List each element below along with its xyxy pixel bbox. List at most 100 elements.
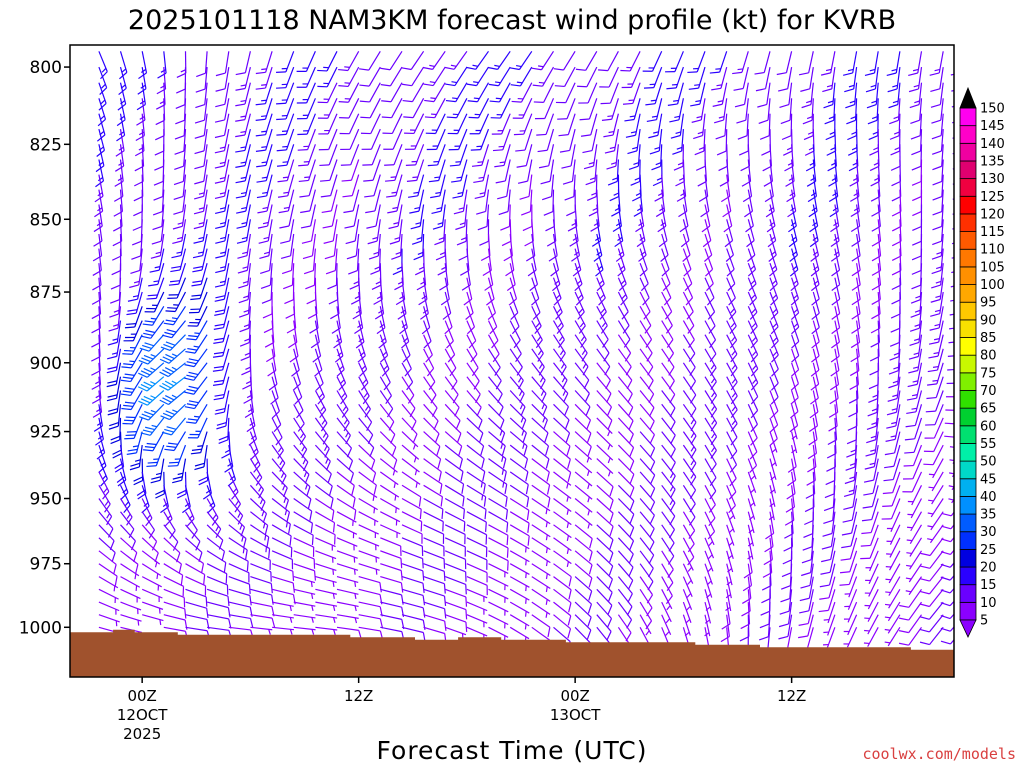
wind-barb: [579, 98, 598, 121]
wind-barb: [509, 403, 527, 430]
wind-barb: [379, 431, 397, 457]
wind-barb: [312, 334, 322, 363]
wind-barb: [98, 588, 119, 604]
wind-barb: [420, 291, 429, 320]
wind-barb: [243, 376, 253, 404]
wind-barb: [193, 189, 208, 215]
wind-barb: [574, 563, 593, 588]
wind-barb: [96, 113, 106, 142]
wind-barb: [142, 601, 164, 614]
wind-barb: [531, 588, 551, 605]
wind-barb: [682, 576, 693, 598]
wind-barb: [843, 601, 858, 623]
wind-barb: [148, 263, 165, 287]
wind-barb: [809, 404, 819, 433]
wind-barb: [235, 113, 251, 138]
wind-barb: [360, 113, 381, 135]
wind-barb: [865, 563, 879, 584]
wind-barb: [886, 390, 901, 416]
wind-barb: [910, 113, 923, 140]
wind-barb: [747, 524, 755, 547]
wind-barb: [791, 417, 798, 440]
wind-barb: [93, 219, 103, 247]
wind-barb: [912, 189, 923, 217]
wind-barb: [509, 50, 533, 71]
wind-barb: [585, 159, 598, 186]
wind-barb: [486, 277, 495, 306]
wind-barb: [864, 589, 879, 610]
wind-barb: [500, 204, 511, 231]
colorbar-swatch: [959, 407, 977, 427]
wind-barb: [951, 269, 954, 274]
wind-barb: [260, 263, 273, 289]
wind-barb: [370, 248, 381, 275]
wind-barb: [98, 524, 115, 551]
wind-barb: [444, 471, 465, 494]
wind-barb: [744, 189, 754, 218]
wind-barb: [292, 362, 302, 391]
wind-barb: [498, 189, 511, 216]
wind-barb: [488, 66, 511, 87]
wind-barb: [604, 128, 619, 154]
colorbar-swatch: [959, 337, 977, 356]
wind-barb: [488, 403, 505, 430]
wind-barb: [141, 485, 150, 514]
wind-barb: [466, 403, 483, 430]
wind-barb: [453, 189, 468, 215]
wind-barb: [142, 614, 164, 626]
wind-barb: [120, 511, 135, 539]
wind-barb: [314, 390, 327, 419]
wind-barb: [379, 334, 389, 363]
wind-barb: [444, 484, 465, 507]
wind-barb: [196, 51, 208, 78]
wind-barb: [945, 396, 954, 398]
wind-barb: [428, 159, 446, 183]
wind-barb: [860, 524, 879, 547]
wind-barb: [358, 497, 378, 514]
wind-barb: [851, 233, 861, 262]
wind-barb: [574, 614, 592, 640]
wind-barb: [487, 348, 501, 376]
wind-barb: [129, 445, 143, 471]
wind-barb: [152, 189, 165, 216]
wind-barb: [617, 306, 630, 334]
wind-barb: [617, 458, 635, 484]
wind-barb: [747, 511, 755, 534]
wind-barb: [423, 348, 435, 377]
wind-barb: [444, 444, 463, 469]
wind-barb: [531, 306, 542, 335]
wind-barb: [839, 563, 858, 586]
colorbar-swatch: [959, 601, 977, 621]
wind-barb: [769, 431, 778, 454]
wind-barb: [882, 471, 901, 495]
wind-barb: [639, 444, 656, 471]
wind-barb: [444, 601, 468, 620]
wind-barb: [149, 248, 165, 273]
wind-barb: [466, 66, 490, 87]
wind-barb: [336, 362, 347, 391]
wind-barb: [830, 334, 840, 363]
wind-barb: [517, 159, 533, 184]
wind-barb: [661, 471, 676, 499]
wind-barb: [886, 537, 901, 558]
wind-barb: [848, 390, 858, 418]
wind-barb: [553, 563, 572, 587]
wind-barb: [423, 497, 444, 519]
colorbar-swatch: [959, 584, 977, 603]
wind-barb: [401, 537, 424, 557]
wind-barb: [889, 334, 901, 361]
wind-barb: [843, 627, 858, 648]
wind-barb: [864, 444, 879, 470]
wind-barb: [358, 458, 377, 483]
wind-barb: [891, 248, 902, 276]
wind-barb: [866, 82, 879, 109]
wind-barb: [779, 82, 793, 108]
colorbar-label: 135: [980, 154, 1005, 169]
wind-barb: [932, 189, 944, 216]
wind-barb: [272, 626, 295, 635]
wind-barb: [747, 485, 756, 507]
wind-barb: [110, 263, 122, 290]
wind-barb: [531, 403, 548, 430]
wind-barb: [747, 334, 759, 363]
